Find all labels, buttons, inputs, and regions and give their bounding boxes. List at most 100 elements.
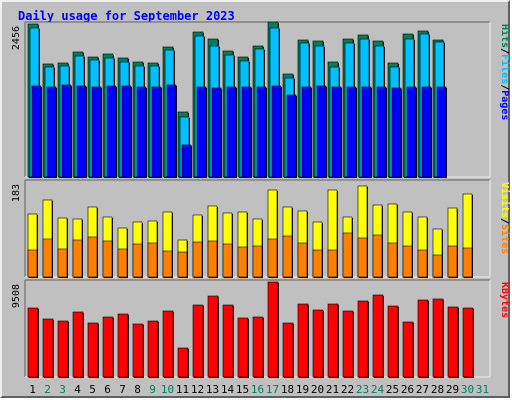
bar-kbytes bbox=[387, 305, 399, 378]
bar-sites bbox=[72, 239, 83, 278]
series-sites bbox=[27, 232, 473, 278]
x-tick-label: 5 bbox=[89, 383, 96, 396]
x-tick-label: 23 bbox=[356, 383, 369, 396]
bar-sites bbox=[462, 247, 473, 278]
panel-visits-sites: 183 Visits/Sites bbox=[11, 179, 511, 278]
x-tick-label: 27 bbox=[416, 383, 429, 396]
x-tick-label: 20 bbox=[311, 383, 324, 396]
bar-kbytes bbox=[297, 303, 309, 378]
bar-sites bbox=[132, 243, 143, 278]
bar-pages bbox=[166, 84, 177, 178]
bar-kbytes bbox=[87, 322, 99, 378]
legend-entry: KBytes bbox=[499, 282, 510, 318]
bar-pages bbox=[211, 87, 222, 178]
bar-kbytes bbox=[162, 310, 174, 378]
x-tick-label: 24 bbox=[371, 383, 385, 396]
bar-kbytes bbox=[252, 316, 264, 378]
bar-kbytes bbox=[372, 294, 384, 378]
x-tick-label: 3 bbox=[59, 383, 66, 396]
y-max-label: 183 bbox=[11, 184, 22, 202]
bar-kbytes bbox=[72, 311, 84, 378]
bar-kbytes bbox=[102, 316, 114, 378]
bar-pages bbox=[31, 85, 42, 178]
bar-sites bbox=[192, 241, 203, 278]
x-tick-label: 26 bbox=[401, 383, 414, 396]
x-tick-label: 30 bbox=[461, 383, 474, 396]
bar-sites bbox=[147, 242, 158, 278]
legend-entry: / bbox=[499, 48, 510, 54]
panel-kbytes: 9508 KBytes bbox=[11, 279, 510, 378]
x-tick-label: 11 bbox=[176, 383, 189, 396]
x-tick-label: 16 bbox=[251, 383, 264, 396]
legend-entry: Visits bbox=[499, 182, 511, 218]
x-tick-label: 22 bbox=[341, 383, 354, 396]
bar-kbytes bbox=[312, 309, 324, 378]
x-tick-label: 7 bbox=[119, 383, 126, 396]
bar-pages bbox=[331, 86, 342, 178]
panel-hits-files-pages: 2456 Hits/Files/Pages bbox=[11, 21, 511, 178]
bar-pages bbox=[181, 144, 192, 178]
series-pages bbox=[31, 84, 447, 178]
x-tick-label: 29 bbox=[446, 383, 459, 396]
y-max-label: 9508 bbox=[11, 284, 22, 308]
legend: Visits/Sites bbox=[499, 182, 511, 254]
bar-pages bbox=[316, 85, 327, 178]
bar-pages bbox=[106, 85, 117, 178]
bar-kbytes bbox=[462, 307, 474, 378]
bar-pages bbox=[61, 84, 72, 178]
bar-sites bbox=[432, 254, 443, 278]
legend: KBytes bbox=[499, 282, 510, 318]
x-tick-label: 17 bbox=[266, 383, 279, 396]
legend-entry: / bbox=[499, 218, 510, 224]
bar-sites bbox=[177, 251, 188, 278]
x-tick-label: 14 bbox=[221, 383, 235, 396]
bar-pages bbox=[436, 86, 447, 178]
bar-sites bbox=[252, 245, 263, 278]
bar-sites bbox=[387, 242, 398, 278]
bar-pages bbox=[286, 94, 297, 178]
x-tick-label: 18 bbox=[281, 383, 294, 396]
x-tick-label: 8 bbox=[134, 383, 141, 396]
bar-pages bbox=[391, 87, 402, 178]
bar-sites bbox=[447, 245, 458, 278]
bar-kbytes bbox=[132, 323, 144, 378]
bar-sites bbox=[222, 243, 233, 278]
x-tick-label: 28 bbox=[431, 383, 444, 396]
bar-kbytes bbox=[447, 306, 459, 378]
bar-pages bbox=[361, 86, 372, 178]
bar-kbytes bbox=[207, 295, 219, 378]
x-tick-label: 12 bbox=[191, 383, 204, 396]
bar-kbytes bbox=[417, 299, 429, 378]
x-tick-label: 19 bbox=[296, 383, 309, 396]
bar-pages bbox=[421, 86, 432, 178]
bar-pages bbox=[196, 86, 207, 178]
bar-sites bbox=[207, 240, 218, 278]
bar-kbytes bbox=[177, 347, 189, 378]
bar-pages bbox=[46, 86, 57, 178]
x-tick-label: 13 bbox=[206, 383, 219, 396]
bar-pages bbox=[76, 85, 87, 178]
bar-kbytes bbox=[267, 281, 279, 378]
bar-kbytes bbox=[147, 320, 159, 378]
bar-pages bbox=[226, 86, 237, 178]
bar-sites bbox=[327, 249, 338, 278]
x-tick-label: 1 bbox=[29, 383, 36, 396]
bar-sites bbox=[342, 232, 353, 278]
x-tick-label: 25 bbox=[386, 383, 399, 396]
x-tick-label: 4 bbox=[74, 383, 81, 396]
bar-sites bbox=[402, 245, 413, 278]
bar-sites bbox=[57, 248, 68, 278]
bar-kbytes bbox=[192, 304, 204, 378]
bar-kbytes bbox=[282, 322, 294, 378]
bar-kbytes bbox=[342, 310, 354, 378]
bar-pages bbox=[241, 86, 252, 178]
legend-entry: Sites bbox=[499, 224, 511, 254]
x-tick-label: 31 bbox=[476, 383, 489, 396]
legend: Hits/Files/Pages bbox=[499, 24, 511, 120]
bar-sites bbox=[312, 249, 323, 278]
bar-kbytes bbox=[432, 298, 444, 378]
x-tick-label: 21 bbox=[326, 383, 339, 396]
bar-pages bbox=[91, 86, 102, 178]
legend-entry: Hits bbox=[499, 24, 511, 48]
bar-pages bbox=[256, 86, 267, 178]
